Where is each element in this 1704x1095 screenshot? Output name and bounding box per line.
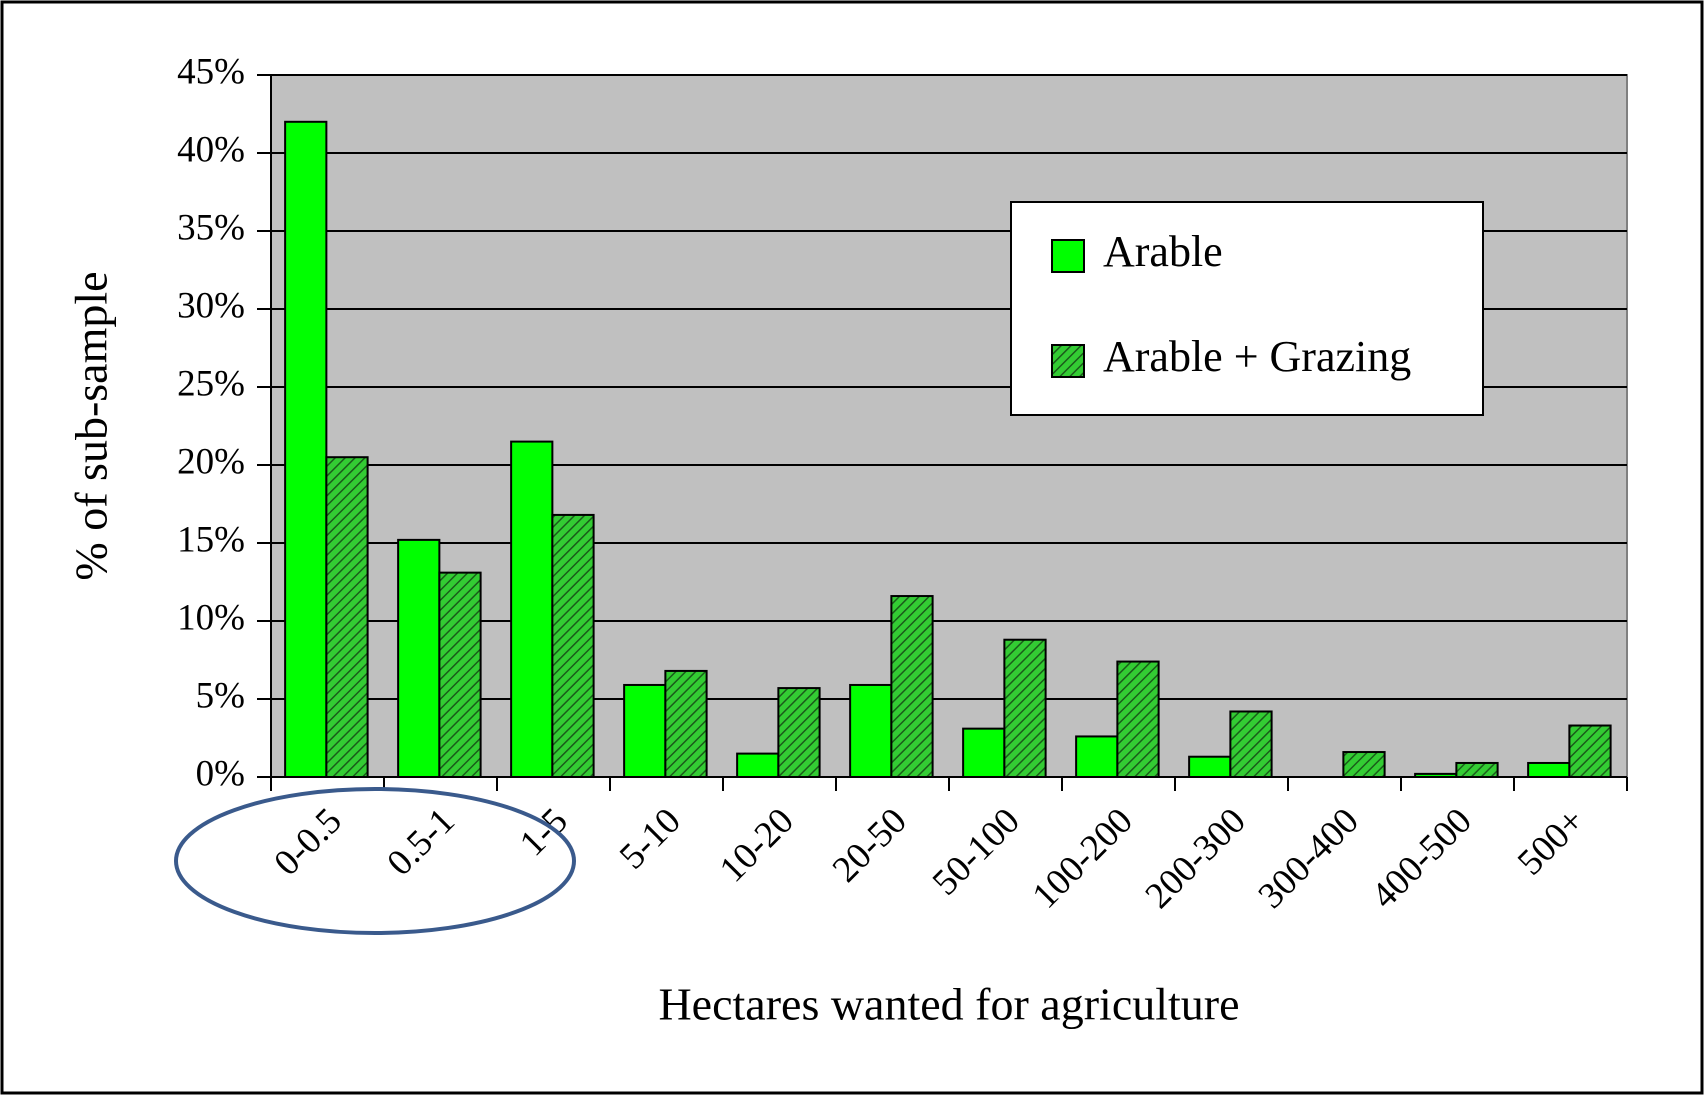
legend-label: Arable	[1103, 227, 1223, 276]
y-tick-label: 45%	[177, 51, 245, 92]
y-tick-label: 35%	[177, 207, 245, 248]
y-tick-label: 5%	[196, 675, 245, 716]
bar	[1414, 772, 1458, 779]
legend-label: Arable + Grazing	[1103, 332, 1411, 381]
x-axis-title: Hectares wanted for agriculture	[658, 979, 1239, 1030]
y-axis-title: % of sub-sample	[66, 271, 117, 580]
bar	[1229, 710, 1273, 778]
bar	[284, 120, 328, 779]
bar	[1003, 638, 1047, 778]
bar	[623, 683, 667, 779]
y-tick-label: 25%	[177, 363, 245, 404]
bar	[849, 683, 893, 779]
bar	[551, 513, 595, 778]
y-tick-label: 20%	[177, 441, 245, 482]
bar	[1075, 735, 1119, 779]
y-tick-label: 30%	[177, 285, 245, 326]
bar	[325, 456, 369, 778]
bar	[1116, 660, 1160, 778]
bar	[890, 595, 934, 778]
bar	[664, 669, 708, 778]
y-tick-label: 10%	[177, 597, 245, 638]
bar	[510, 440, 554, 778]
bar	[397, 538, 441, 778]
legend-swatch	[1051, 239, 1085, 273]
bar	[1342, 751, 1386, 778]
bar	[438, 571, 482, 779]
highlight-ellipse	[174, 787, 576, 935]
y-tick-label: 15%	[177, 519, 245, 560]
bar	[1455, 761, 1499, 779]
y-tick-label: 0%	[196, 753, 245, 794]
legend-swatch	[1051, 344, 1085, 378]
bar	[1188, 755, 1232, 778]
plot-area	[270, 74, 1628, 778]
bar	[1527, 761, 1571, 779]
bar	[1568, 724, 1612, 779]
y-tick-label: 40%	[177, 129, 245, 170]
bar	[736, 752, 780, 778]
legend-box	[1010, 201, 1484, 416]
bar	[777, 687, 821, 779]
bar	[962, 727, 1006, 779]
